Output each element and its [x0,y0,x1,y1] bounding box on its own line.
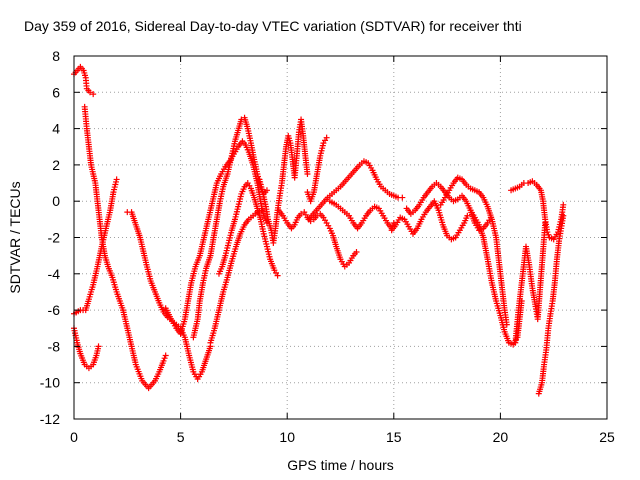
y-tick-label: -6 [48,302,61,318]
data-point [90,91,97,98]
y-axis-label: SDTVAR / TECUs [7,181,23,293]
series-track-15 [388,198,471,243]
series-track-13 [305,158,406,223]
data-points [71,63,567,397]
y-tick-label: 2 [52,157,60,173]
y-tick-label: 0 [52,193,60,209]
data-point [560,201,567,208]
data-point [162,352,169,359]
x-tick-label: 25 [599,429,615,445]
series-track-21 [512,219,549,346]
data-point [542,219,549,226]
series-track-10 [256,116,311,246]
series-track-11 [304,134,330,205]
series-track-4 [71,176,120,317]
data-point [298,210,305,217]
data-point [274,272,281,279]
x-tick-label: 10 [279,429,295,445]
data-point [113,176,120,183]
y-tick-label: 4 [52,121,60,137]
x-axis-label: GPS time / hours [287,457,394,473]
y-tick-label: 6 [52,84,60,100]
y-tick-label: -12 [40,411,60,427]
y-tick-labels: -12 -10 -8 -6 -4 -2 0 2 4 6 8 [40,48,60,427]
series-track-2 [81,103,169,392]
ticks [73,55,608,420]
x-tick-label: 15 [386,429,402,445]
data-point [353,249,360,256]
data-point [160,357,167,364]
x-tick-labels: 0 5 10 15 20 25 [70,429,615,445]
series-track-20 [535,212,567,397]
y-tick-label: -2 [48,230,61,246]
data-point [86,89,93,96]
y-tick-label: -4 [48,266,61,282]
x-tick-label: 20 [493,429,509,445]
data-point [304,170,311,177]
chart-title: Day 359 of 2016, Sidereal Day-to-day VTE… [24,18,522,34]
y-tick-label: -10 [40,375,60,391]
series-track-7 [190,114,270,341]
data-point [464,212,471,219]
series-track-12 [275,207,360,270]
data-point-interp [161,355,168,362]
y-tick-label: 8 [52,48,60,64]
data-point [263,187,270,194]
series-track-9 [215,180,281,279]
y-tick-label: -8 [48,338,61,354]
data-point [323,134,330,141]
data-point [399,194,406,201]
x-tick-label: 0 [70,429,78,445]
series-track-19 [508,178,567,243]
data-point [560,212,567,219]
x-tick-label: 5 [177,429,185,445]
data-point [95,343,102,350]
